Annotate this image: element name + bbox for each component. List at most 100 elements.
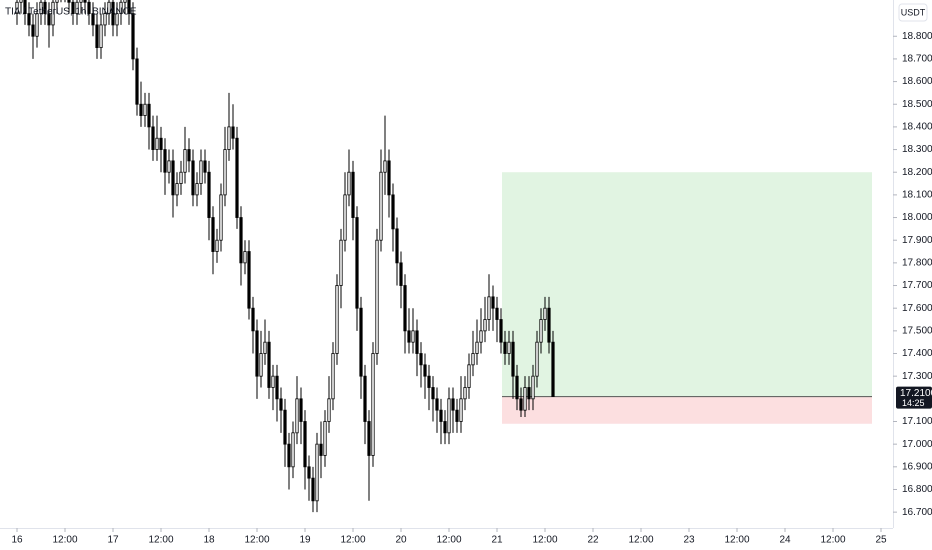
y-tick-label: 17.3000 [902, 371, 932, 382]
candle-body [431, 387, 435, 400]
y-tick-label: 18.5000 [902, 99, 932, 110]
candle-body [507, 341, 511, 354]
candle-body [95, 24, 99, 48]
currency-label[interactable]: USDT [901, 7, 926, 17]
candle-body [307, 466, 311, 479]
candle-body [531, 375, 535, 400]
candle-body [127, 0, 131, 14]
candle-body [367, 421, 371, 456]
y-tick-label: 18.3000 [902, 144, 932, 155]
candle-body [535, 341, 539, 377]
x-tick-label: 19 [299, 535, 311, 546]
candle-body [491, 296, 495, 309]
candle-body [279, 398, 283, 411]
candle-body [407, 330, 411, 343]
candle-body [111, 1, 115, 26]
y-tick-label: 17.1000 [902, 416, 932, 427]
candle-body [143, 103, 147, 116]
candle-body [163, 149, 167, 173]
candle-body [223, 149, 227, 196]
candle-body [131, 13, 135, 60]
candle-body [303, 421, 307, 468]
candle-body [471, 353, 475, 366]
candle-body [227, 126, 231, 150]
candle-body [191, 160, 195, 196]
x-tick-label: 12:00 [628, 535, 653, 546]
candle-body [447, 398, 451, 434]
x-tick-label: 16 [11, 535, 23, 546]
candle-body [47, 13, 51, 26]
candle-body [319, 443, 323, 456]
countdown-label: 14:25 [902, 398, 925, 408]
candle-body [67, 0, 71, 3]
candle-body [155, 137, 159, 150]
candle-body [315, 443, 319, 502]
y-tick-label: 17.7000 [902, 280, 932, 291]
candle-body [179, 171, 183, 184]
candle-body [527, 387, 531, 400]
candle-body [539, 319, 543, 343]
candle-body [71, 1, 75, 14]
y-tick-label: 17.8000 [902, 258, 932, 269]
candle-body [495, 307, 499, 320]
candle-body [135, 58, 139, 105]
candle-body [323, 421, 327, 456]
y-tick-label: 17.0000 [902, 439, 932, 450]
candle-body [455, 409, 459, 422]
candle-body [267, 341, 271, 388]
candle-body [151, 126, 155, 150]
candle-body [443, 421, 447, 434]
y-tick-label: 18.7000 [902, 54, 932, 65]
candle-body [183, 149, 187, 173]
candle-body [147, 103, 151, 128]
candle-body [355, 217, 359, 309]
candle-body [483, 319, 487, 332]
candle-body [299, 398, 303, 422]
x-tick-label: 17 [107, 535, 119, 546]
candle-body [399, 262, 403, 286]
candle-body [283, 409, 287, 445]
currency-button[interactable] [898, 3, 928, 22]
x-tick-label: 12:00 [244, 535, 269, 546]
y-tick-label: 16.7000 [902, 507, 932, 518]
candle-body [475, 341, 479, 354]
candle-body [459, 398, 463, 422]
candle-body [439, 409, 443, 422]
candle-body [75, 1, 79, 14]
candle-body [231, 126, 235, 139]
candle-body [39, 1, 43, 14]
candle-body [103, 13, 107, 26]
x-tick-label: 12:00 [52, 535, 77, 546]
candle-body [211, 217, 215, 252]
candle-body [115, 13, 119, 26]
candle-body [275, 375, 279, 400]
candle-body [435, 398, 439, 411]
candle-body [271, 375, 275, 388]
y-tick-label: 18.2000 [902, 167, 932, 178]
candle-body [91, 13, 95, 26]
candle-body [199, 160, 203, 184]
y-tick-label: 18.1000 [902, 190, 932, 201]
y-tick-label: 16.9000 [902, 461, 932, 472]
candle-body [291, 432, 295, 468]
candle-body [391, 194, 395, 230]
y-tick-label: 18.4000 [902, 122, 932, 133]
candle-body [119, 1, 123, 14]
candle-body [327, 398, 331, 422]
candle-body [515, 375, 519, 400]
candle-body [295, 398, 299, 434]
y-tick-label: 18.8000 [902, 31, 932, 42]
plot-area [15, 0, 872, 513]
x-tick-label: 12:00 [340, 535, 365, 546]
candle-body [543, 307, 547, 320]
candle-body [239, 217, 243, 264]
candle-body [43, 1, 47, 14]
candle-body [551, 341, 555, 397]
candle-body [23, 0, 27, 14]
candle-body [35, 13, 39, 37]
candle-body [139, 103, 143, 116]
x-tick-label: 22 [587, 535, 599, 546]
candle-body [335, 285, 339, 354]
last-price-box [896, 386, 932, 409]
candle-body [55, 0, 59, 3]
